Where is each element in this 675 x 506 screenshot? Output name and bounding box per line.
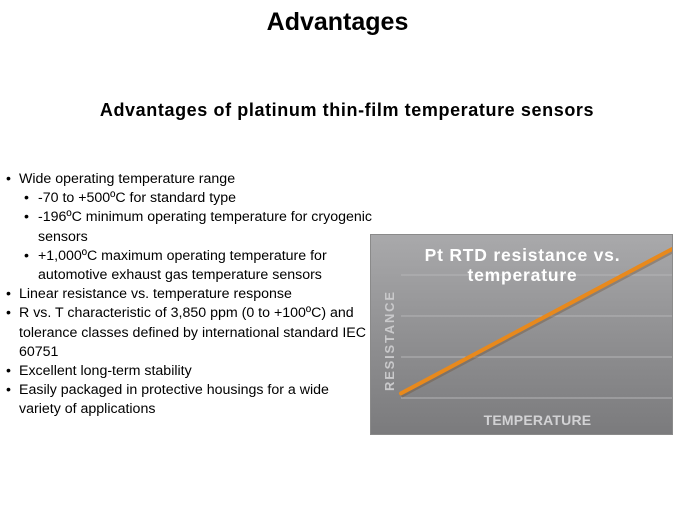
bullet-item: Easily packaged in protective housings f… [6,381,374,419]
slide-title: Advantages [266,8,409,36]
bullet-list: Wide operating temperature range -70 to … [6,170,374,420]
sub-bullet-item: -196ºC minimum operating temperature for… [6,208,374,246]
bullet-item: Excellent long-term stability [6,362,374,381]
bullet-item: Linear resistance vs. temperature respon… [6,285,374,304]
chart-series [399,247,672,398]
chart-gridlines [401,274,672,399]
chart-x-axis-label: TEMPERATURE [483,412,592,428]
sub-bullet-item: -70 to +500ºC for standard type [6,189,374,208]
rtd-chart: Pt RTD resistance vs. temperature RESIST… [370,234,673,435]
chart-y-axis-label: RESISTANCE [382,290,397,391]
series-line [399,247,672,396]
bullet-item: R vs. T characteristic of 3,850 ppm (0 t… [6,304,374,362]
chart-title: Pt RTD resistance vs. temperature [424,245,621,285]
bullet-item: Wide operating temperature range [6,170,374,189]
chart-plot [399,247,672,399]
sub-bullet-item: +1,000ºC maximum operating temperature f… [6,247,374,285]
slide-subtitle: Advantages of platinum thin-film tempera… [99,100,595,120]
